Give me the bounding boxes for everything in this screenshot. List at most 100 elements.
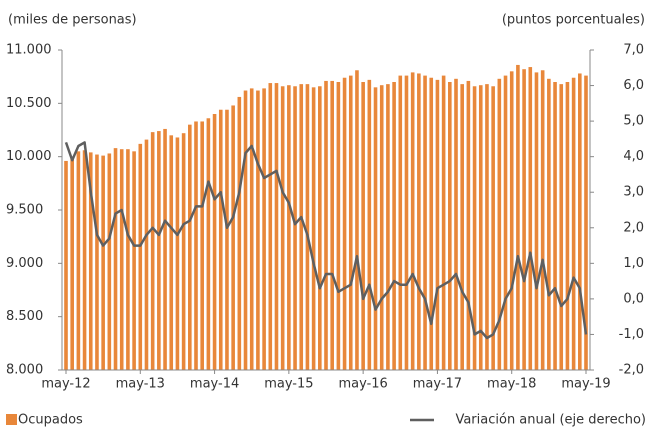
bar: [200, 121, 204, 370]
bar: [404, 75, 409, 370]
bar: [379, 85, 384, 370]
bar: [571, 77, 576, 370]
y-tick-label: 10.500: [6, 96, 52, 111]
bar: [82, 150, 87, 370]
bar: [169, 135, 174, 370]
bar: [311, 87, 316, 370]
bar: [355, 70, 359, 371]
bar: [150, 132, 155, 370]
bar: [503, 75, 508, 370]
y-tick-label: 11.000: [6, 43, 52, 58]
bar: [559, 84, 564, 370]
bar: [126, 149, 130, 370]
x-tick-label: may-17: [413, 377, 462, 392]
bar: [181, 133, 186, 370]
bar: [206, 118, 211, 371]
bar: [231, 105, 235, 370]
x-tick-label: may-15: [264, 377, 313, 392]
bar: [528, 67, 533, 371]
bar: [268, 83, 273, 371]
bar: [256, 90, 260, 371]
y2-tick-label: 7,0: [623, 43, 644, 58]
bar: [64, 160, 68, 370]
bar: [107, 153, 112, 370]
bar: [119, 149, 124, 370]
y-tick-label: 8.500: [6, 309, 43, 324]
bar: [540, 70, 545, 371]
bar: [516, 64, 520, 370]
bar: [132, 151, 136, 370]
bar: [348, 75, 353, 370]
bar: [386, 84, 390, 370]
y-tick-label: 9.500: [6, 203, 43, 218]
legend-label: Ocupados: [18, 413, 83, 428]
bar: [212, 114, 217, 370]
bar: [299, 84, 304, 370]
bar: [175, 137, 180, 370]
bar: [584, 75, 588, 370]
bar: [429, 77, 434, 370]
bar: [534, 72, 539, 371]
y2-tick-label: 4,0: [623, 149, 644, 164]
bar: [157, 131, 161, 370]
bar: [101, 155, 105, 370]
y2-tick-label: 1,0: [623, 256, 644, 271]
line: [64, 141, 588, 340]
bar: [318, 86, 322, 371]
bar: [509, 71, 514, 370]
bar: [423, 75, 427, 370]
bar: [553, 82, 557, 370]
y-tick-label: 9.000: [6, 256, 43, 271]
y2-tick-label: 6,0: [623, 78, 644, 93]
bar: [188, 124, 192, 371]
y-axis-label: (miles de personas): [8, 13, 137, 28]
y2-axis-label: (puntos porcentuales): [502, 13, 645, 28]
bar: [262, 88, 266, 371]
bar: [293, 86, 297, 371]
bar: [367, 79, 372, 370]
bar: [287, 85, 291, 370]
bar: [305, 84, 310, 370]
y2-tick-label: 0,0: [623, 291, 644, 306]
bar: [88, 152, 93, 370]
bar: [491, 86, 495, 371]
x-tick-label: may-14: [190, 377, 239, 392]
bar: [392, 82, 396, 370]
bar: [478, 85, 483, 370]
y2-tick-label: -1,0: [619, 327, 644, 342]
bar: [243, 90, 248, 371]
bar: [522, 69, 526, 370]
x-tick-label: may-18: [487, 377, 536, 392]
bar: [497, 78, 502, 371]
x-tick-label: may-12: [41, 377, 90, 392]
y-tick-label: 10.000: [6, 149, 52, 164]
x-tick-label: may-19: [561, 377, 610, 392]
bar: [342, 77, 347, 370]
bar: [398, 75, 403, 370]
bar: [361, 82, 365, 370]
bar: [472, 86, 477, 371]
bar: [138, 143, 143, 370]
bar: [410, 72, 415, 371]
y2-tick-label: 2,0: [623, 220, 644, 235]
bar: [547, 78, 551, 371]
bar: [466, 80, 471, 370]
x-tick-label: may-16: [338, 377, 387, 392]
bar: [76, 151, 81, 370]
bar: [70, 156, 74, 370]
bar: [225, 109, 229, 370]
bar: [417, 73, 421, 370]
bar: [144, 139, 149, 370]
y2-tick-label: 5,0: [623, 114, 644, 129]
y-tick-label: 8.000: [6, 363, 43, 378]
bar: [280, 86, 285, 371]
bar: [460, 84, 464, 370]
bar: [113, 148, 118, 370]
bar: [194, 121, 198, 370]
legend-label: Variación anual (eje derecho): [455, 413, 646, 428]
bar: [330, 80, 334, 370]
x-tick-label: may-13: [116, 377, 165, 392]
bar: [274, 83, 279, 371]
y2-tick-label: 3,0: [623, 185, 644, 200]
